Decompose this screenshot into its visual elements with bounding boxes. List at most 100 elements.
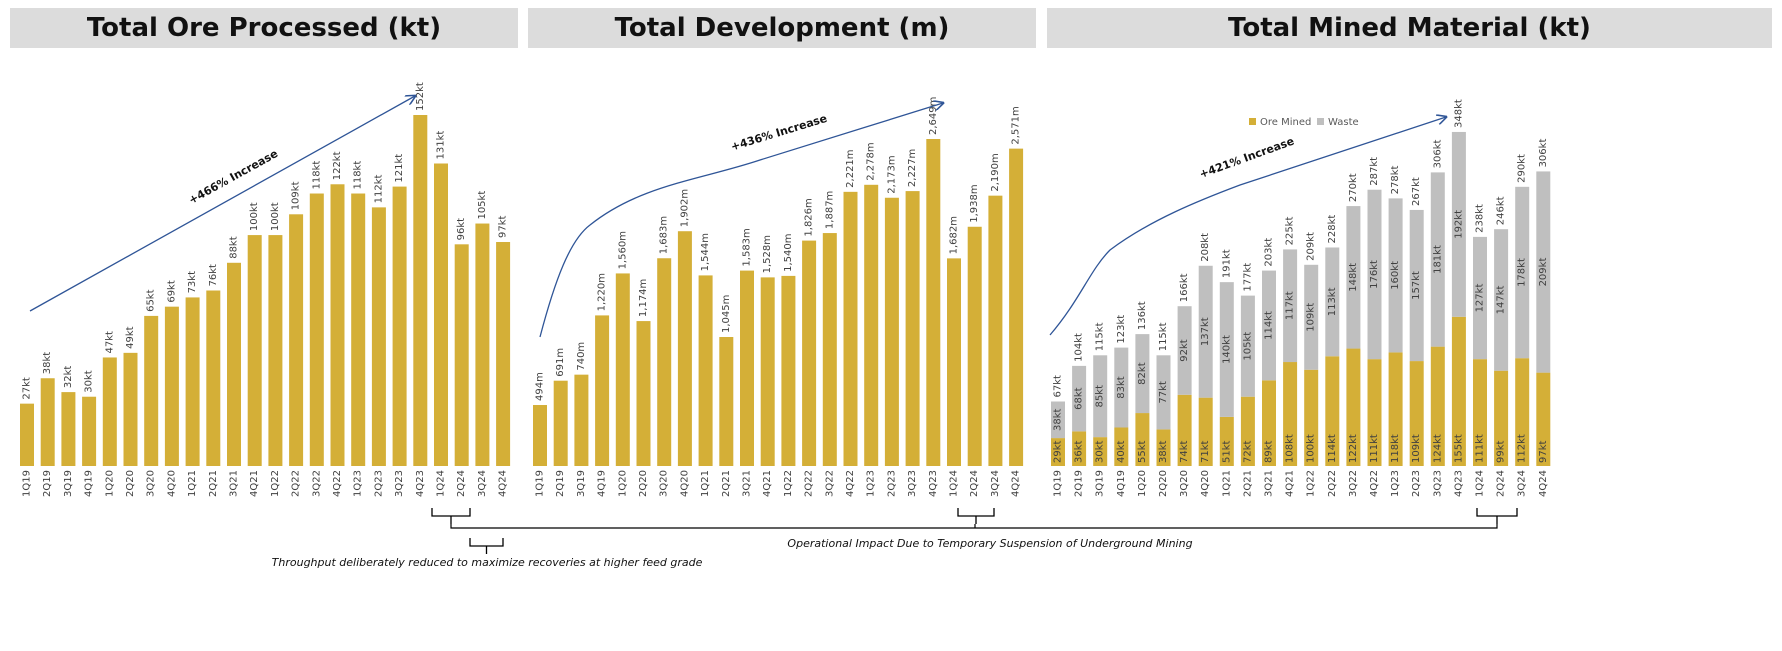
total-label: 287kt: [1369, 157, 1380, 186]
x-tick-label: 2Q20: [638, 470, 649, 497]
x-tick-label: 2Q19: [1074, 470, 1085, 497]
bar: [595, 315, 610, 466]
bar: [719, 337, 734, 466]
bar-segment-ore-mined: [1451, 316, 1466, 466]
legend-label-ore-mined: Ore Mined: [1260, 117, 1311, 128]
bar: [268, 235, 283, 466]
x-tick-label: 3Q20: [146, 470, 157, 497]
bar: [392, 186, 407, 467]
x-tick-label: 3Q22: [1348, 470, 1359, 497]
x-tick-label: 1Q20: [1137, 470, 1148, 497]
bar: [289, 214, 304, 466]
bar: [61, 392, 76, 466]
bar-segment-ore-mined: [1515, 358, 1530, 466]
x-tick-label: 2Q20: [125, 470, 136, 497]
segment-label: 160kt: [1390, 261, 1401, 290]
data-label: 1,682m: [949, 216, 960, 254]
bar: [102, 357, 117, 466]
bar-segment-waste: [1262, 270, 1276, 381]
bar-segment-ore-mined: [1051, 438, 1065, 466]
bar-segment-waste: [1283, 249, 1298, 363]
bar: [371, 207, 386, 467]
x-tick-label: 1Q21: [700, 470, 711, 497]
bar: [698, 275, 713, 466]
x-tick-label: 3Q19: [576, 470, 587, 497]
legend-swatch-waste: [1317, 118, 1324, 125]
increase-annotation: +436% Increase: [729, 112, 828, 154]
segment-label: 137kt: [1200, 317, 1211, 346]
bar: [864, 184, 879, 466]
x-tick-label: 1Q20: [104, 470, 115, 497]
data-label: 2,221m: [845, 149, 856, 187]
x-tick-label: 3Q24: [1517, 470, 1528, 497]
bar-segment-ore-mined: [1156, 429, 1171, 466]
data-label: 1,540m: [783, 234, 794, 272]
x-tick-label: 4Q22: [845, 470, 856, 497]
x-tick-label: 3Q22: [824, 470, 835, 497]
data-label: 105kt: [477, 191, 488, 220]
segment-label: 140kt: [1221, 335, 1232, 364]
total-label: 228kt: [1327, 215, 1338, 244]
x-tick-label: 3Q21: [1264, 470, 1275, 497]
x-tick-label: 3Q21: [229, 470, 240, 497]
segment-label: 117kt: [1285, 291, 1296, 320]
data-label: 1,220m: [597, 273, 608, 311]
segment-label: 85kt: [1095, 385, 1106, 408]
x-tick-label: 4Q21: [762, 470, 773, 497]
data-label: 73kt: [187, 271, 198, 294]
x-tick-label: 4Q23: [928, 470, 939, 497]
x-tick-label: 1Q22: [1306, 470, 1317, 497]
segment-label: 74kt: [1179, 440, 1190, 463]
bar: [351, 193, 366, 466]
bar: [413, 115, 428, 466]
bar-segment-ore-mined: [1536, 372, 1551, 466]
segment-label: 109kt: [1411, 434, 1422, 463]
x-tick-label: 3Q20: [659, 470, 670, 497]
bar-segment-waste: [1494, 229, 1509, 371]
x-tick-label: 3Q23: [394, 470, 405, 497]
bar-segment-waste: [1430, 172, 1445, 347]
x-tick-label: 1Q21: [187, 470, 198, 497]
segment-label: 100kt: [1306, 434, 1317, 463]
segment-label: 36kt: [1074, 440, 1085, 463]
data-label: 27kt: [22, 377, 33, 400]
x-tick-label: 4Q19: [597, 470, 608, 497]
data-label: 494m: [535, 372, 546, 401]
x-tick-label: 2Q23: [886, 470, 897, 497]
total-label: 104kt: [1074, 333, 1085, 362]
segment-label: 82kt: [1137, 362, 1148, 385]
bar-segment-ore-mined: [1494, 370, 1509, 466]
x-tick-label: 4Q24: [498, 470, 509, 497]
bar-segment-ore-mined: [1325, 356, 1340, 466]
total-label: 225kt: [1285, 217, 1296, 246]
bar: [988, 195, 1003, 466]
data-label: 47kt: [104, 331, 115, 354]
bar-segment-waste: [1093, 355, 1108, 438]
x-tick-label: 1Q19: [535, 470, 546, 497]
bar: [574, 374, 589, 466]
title-ore-processed: Total Ore Processed (kt): [10, 8, 518, 48]
bar-segment-waste: [1051, 401, 1065, 439]
total-label: 203kt: [1264, 238, 1275, 267]
data-label: 112kt: [373, 174, 384, 203]
data-label: 1,583m: [742, 228, 753, 266]
bar: [636, 321, 651, 466]
x-tick-label: 1Q19: [1053, 470, 1064, 497]
title-mined-material: Total Mined Material (kt): [1047, 8, 1772, 48]
bar-segment-waste: [1346, 206, 1361, 349]
x-tick-label: 1Q23: [866, 470, 877, 497]
bar: [802, 240, 817, 466]
x-tick-label: 4Q23: [1453, 470, 1464, 497]
bar-segment-waste: [1515, 186, 1530, 359]
total-label: 209kt: [1306, 232, 1317, 261]
data-label: 1,528m: [762, 235, 773, 273]
data-label: 65kt: [146, 289, 157, 312]
total-label: 166kt: [1179, 273, 1190, 302]
trend-arrow: [1049, 117, 1446, 336]
data-label: 2,649m: [928, 97, 939, 135]
segment-label: 38kt: [1158, 440, 1169, 463]
bar: [330, 184, 345, 467]
bar: [553, 380, 568, 466]
bar: [677, 231, 692, 466]
bar: [496, 242, 511, 466]
